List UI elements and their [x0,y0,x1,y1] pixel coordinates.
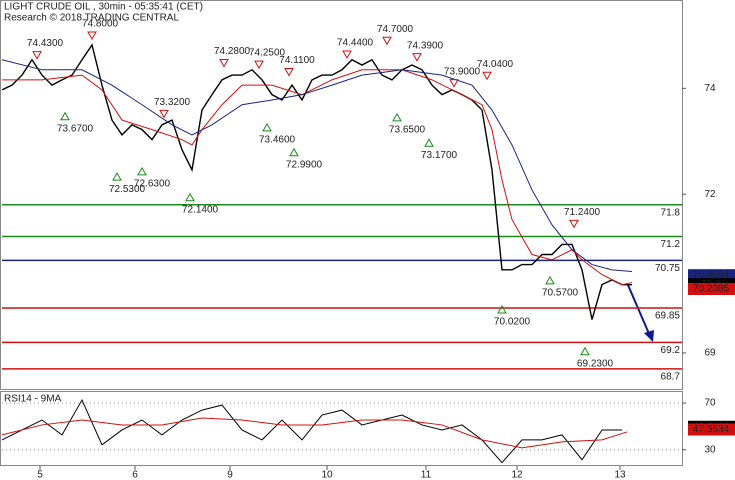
low-label: 73.4600 [259,135,296,146]
level-label: 69.85 [655,311,680,322]
forecast-arrow [627,284,651,337]
high-marker [254,60,264,70]
low-label: 70.5700 [542,288,579,299]
level-label: 70.75 [655,263,680,274]
low-marker [497,304,507,314]
series-line [1,43,632,320]
low-label: 69.2300 [577,358,614,369]
level-label: 69.2 [661,345,681,356]
high-marker [382,36,392,46]
price-panel-frame [0,0,683,390]
high-marker [449,79,459,88]
high-label: 74.3900 [407,40,444,51]
high-label: 73.9000 [444,66,481,77]
low-marker [262,122,272,132]
chart-subtitle: Research © 2018 TRADING CENTRAL [4,13,179,24]
x-tick-label: 5 [37,470,43,480]
price-tag-label: 70.2085 [693,284,730,295]
x-tick-label: 11 [421,470,432,480]
price-tag [688,282,735,295]
forecast-arrowhead [644,330,654,342]
high-marker [87,31,97,40]
low-marker [60,111,70,121]
high-marker [284,68,294,77]
low-label: 73.6700 [57,123,94,134]
price-tag-label: 47.3534 [693,424,730,435]
y-tick-label: 74 [704,83,716,94]
rsi-title: RSI14 - 9MA [4,394,62,405]
x-tick-label: 10 [321,470,333,480]
chart-title: LIGHT CRUDE OIL , 30min - 05:35:41 (CET) [4,2,203,13]
x-tick-label: 13 [614,470,626,480]
low-marker [580,346,590,356]
low-label: 72.1400 [182,204,219,215]
y-tick-label: 72 [704,189,716,200]
high-marker [412,53,422,62]
high-label: 74.0400 [477,59,514,70]
high-label: 71.2400 [564,207,601,218]
low-marker [392,112,402,122]
x-tick-label: 6 [132,470,138,480]
low-label: 72.9900 [286,159,323,170]
low-marker [112,172,122,181]
high-label: 74.7000 [377,24,414,35]
high-marker [482,71,492,81]
high-label: 74.4400 [337,38,374,49]
low-marker [545,275,555,285]
low-marker [424,138,434,147]
y-tick-label: 69 [704,348,716,359]
series-line [1,59,633,272]
x-tick-label: 12 [511,470,523,480]
level-label: 71.2 [661,239,681,250]
low-label: 72.5300 [109,184,146,195]
low-label: 73.1700 [421,150,458,161]
high-marker [342,50,352,60]
low-label: 73.6500 [389,124,426,135]
low-label: 70.0200 [494,317,531,328]
high-marker [159,109,169,119]
price-tag [688,423,735,436]
y-tick-label: 30 [704,444,716,455]
high-label: 74.1100 [279,55,315,66]
high-label: 74.8000 [82,19,119,30]
level-label: 71.8 [661,207,681,218]
series-line [2,69,633,286]
high-label: 74.4300 [27,38,64,49]
high-marker [32,51,42,60]
rsi-panel-frame [0,391,683,466]
high-label: 74.2500 [249,48,286,59]
low-label: 72.6300 [134,178,171,189]
low-marker [137,166,147,176]
series-line [1,398,622,464]
high-marker [569,219,579,229]
price-tag-label: 70.4694 [693,270,730,281]
high-label: 73.3200 [154,97,191,108]
series-line [1,417,628,449]
high-marker [219,59,229,68]
y-tick-label: 70 [704,398,716,409]
level-label: 68.7 [661,371,681,382]
high-label: 74.2800 [214,46,251,57]
low-marker [289,147,299,157]
low-marker [185,192,195,202]
x-tick-label: 9 [227,470,233,480]
